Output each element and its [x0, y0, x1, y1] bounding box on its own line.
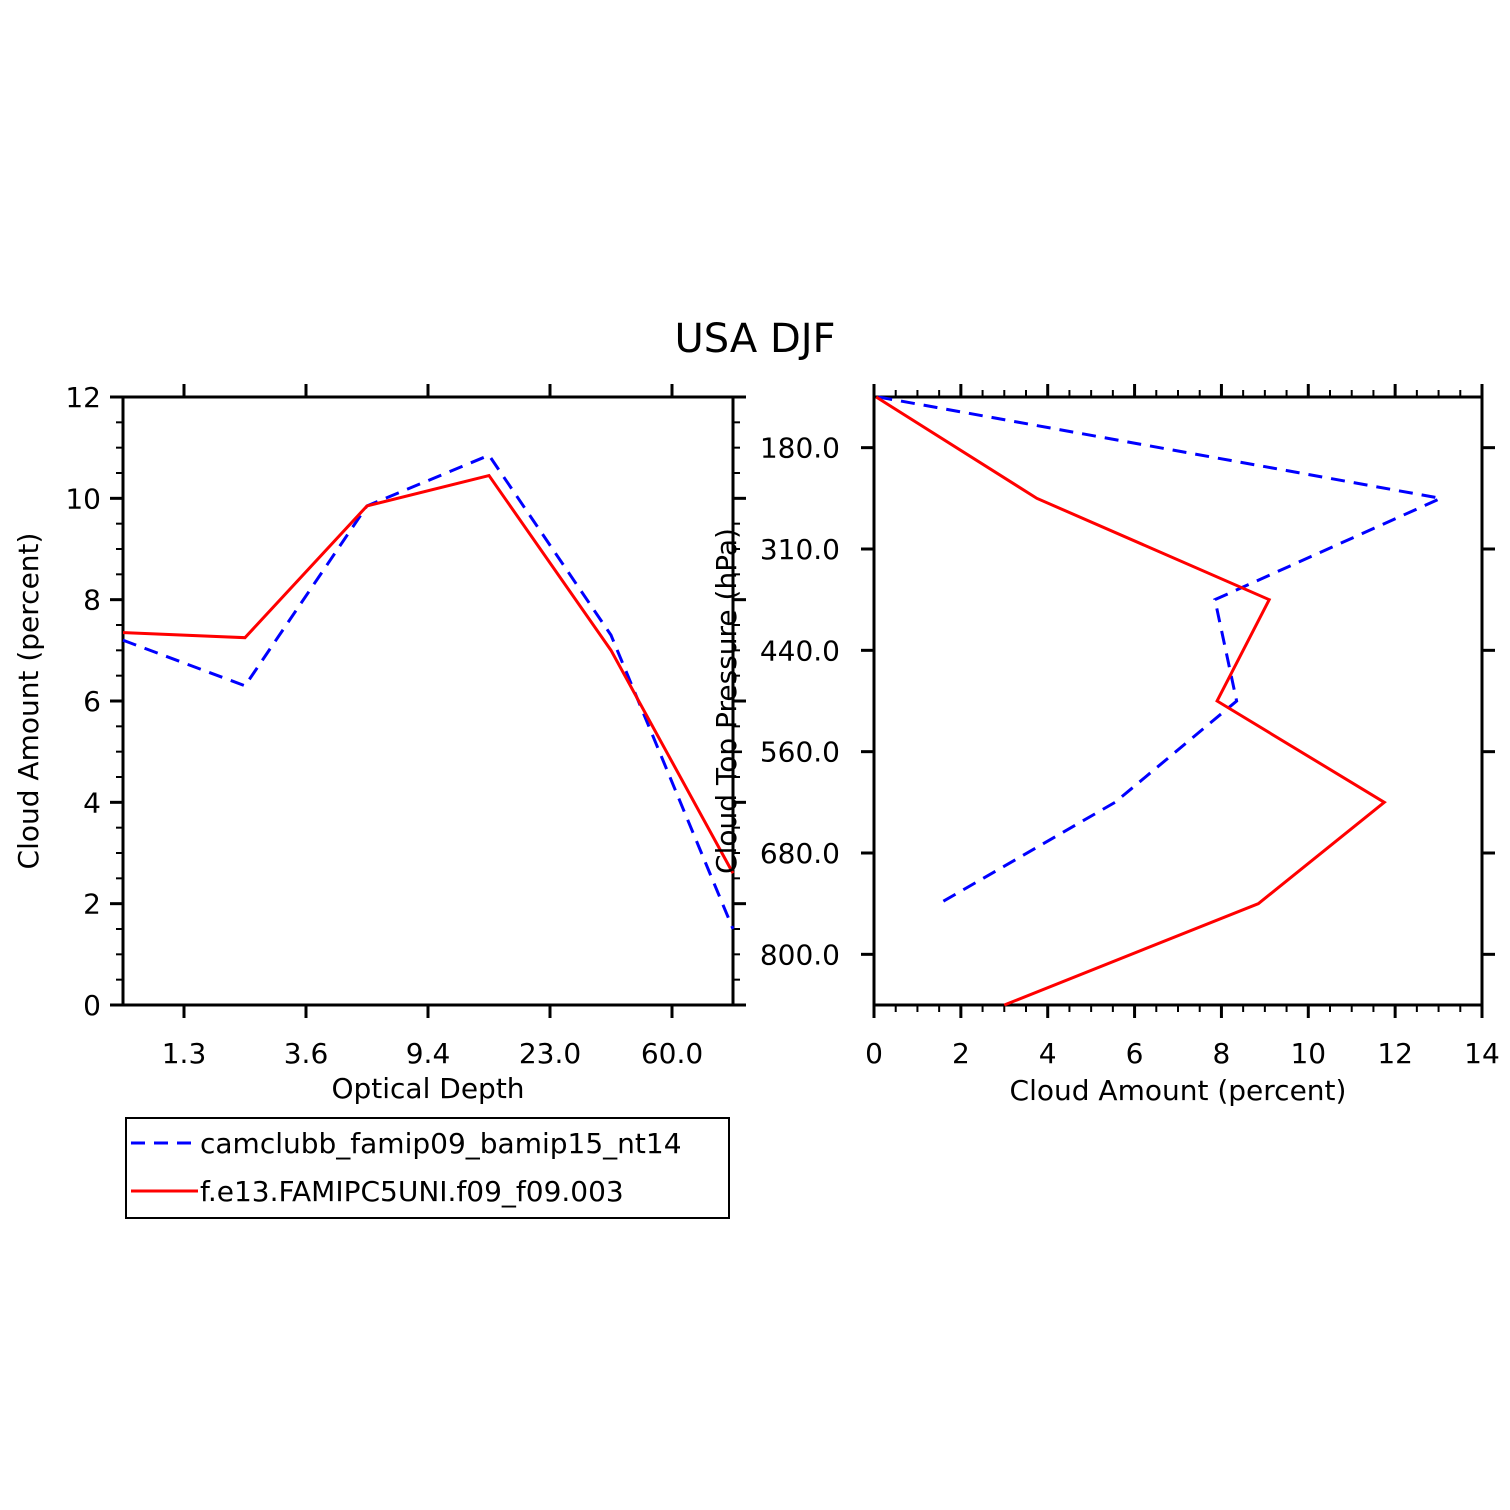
- right-y-tick-label: 440.0: [760, 634, 840, 667]
- right-y-axis-label: Cloud Top Pressure (hPa): [710, 528, 743, 874]
- legend: camclubb_famip09_bamip15_nt14 f.e13.FAMI…: [125, 1117, 730, 1219]
- left-series-line-2: [122, 473, 735, 874]
- right-x-tick-label: 6: [1126, 1037, 1144, 1070]
- right-y-tick-label: 560.0: [760, 736, 840, 769]
- left-x-tick-label: 3.6: [284, 1037, 329, 1070]
- left-y-tick-label: 6: [83, 685, 101, 718]
- left-x-tick-label: 1.3: [162, 1037, 207, 1070]
- left-y-axis-label: Cloud Amount (percent): [12, 533, 45, 870]
- left-ticks: 0 2 4 6 8 10 12 1.3 3.6 9.4 23.0 60.0: [65, 381, 746, 1070]
- right-y-tick-label: 800.0: [760, 938, 840, 971]
- left-x-tick-label: 23.0: [519, 1037, 581, 1070]
- left-series-line-1: [122, 453, 735, 930]
- right-x-axis-label: Cloud Amount (percent): [1010, 1074, 1347, 1107]
- right-series-lines: [875, 395, 1446, 1007]
- legend-label-series-1: camclubb_famip09_bamip15_nt14: [200, 1127, 682, 1160]
- right-x-tick-label: 8: [1213, 1037, 1231, 1070]
- right-x-tick-label: 10: [1290, 1037, 1326, 1070]
- legend-label-series-2: f.e13.FAMIPC5UNI.f09_f09.003: [200, 1175, 624, 1208]
- left-y-tick-label: 2: [83, 888, 101, 921]
- left-y-tick-label: 10: [65, 482, 101, 515]
- left-plot-frame: [121, 395, 735, 1007]
- chart-title: USA DJF: [674, 316, 835, 362]
- right-series-line-1: [878, 395, 1446, 905]
- left-series-lines: [122, 453, 735, 930]
- right-x-tick-label: 2: [952, 1037, 970, 1070]
- right-plot-frame: [872, 395, 1484, 1007]
- right-x-tick-label: 12: [1377, 1037, 1413, 1070]
- left-y-tick-label: 4: [83, 786, 101, 819]
- right-y-tick-label: 680.0: [760, 837, 840, 870]
- right-x-tick-label: 4: [1039, 1037, 1057, 1070]
- legend-box: [125, 1117, 730, 1219]
- right-y-tick-label: 310.0: [760, 533, 840, 566]
- right-ticks: 0 2 4 6 8 10 12 14 180.0 310.0 440.0 560.0 680.0 800.…: [760, 384, 1500, 1070]
- right-x-tick-label: 14: [1464, 1037, 1500, 1070]
- optical-depth-panel: 0 2 4 6 8 10 12 1.3 3.6 9.4 23.0 60.0 Optical Depth…: [12, 381, 746, 1105]
- left-y-tick-label: 0: [83, 989, 101, 1022]
- cloud-top-pressure-panel: 0 2 4 6 8 10 12 14 180.0 310.0 440.0 560.0 680.0 800.…: [710, 384, 1500, 1107]
- left-x-tick-label: 60.0: [641, 1037, 703, 1070]
- left-y-tick-label: 12: [65, 381, 101, 414]
- right-series-line-2: [875, 395, 1387, 1007]
- right-x-tick-label: 0: [865, 1037, 883, 1070]
- left-y-tick-label: 8: [83, 584, 101, 617]
- left-x-tick-label: 9.4: [406, 1037, 451, 1070]
- right-y-tick-label: 180.0: [760, 432, 840, 465]
- left-x-axis-label: Optical Depth: [331, 1072, 524, 1105]
